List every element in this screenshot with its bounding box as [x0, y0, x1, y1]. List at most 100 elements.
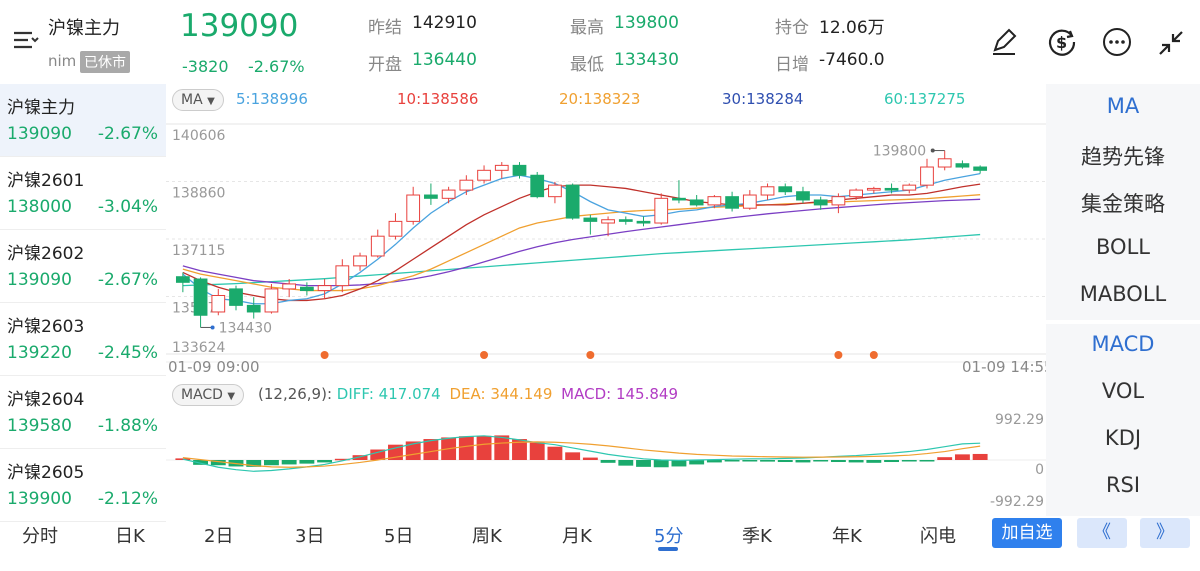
time-start: 01-09 09:00 [168, 358, 260, 376]
macd-bar [334, 458, 350, 461]
event-marker[interactable] [586, 351, 595, 359]
period-tab[interactable]: 5日 [384, 526, 414, 547]
candle [707, 195, 722, 209]
contract-name: 沪镍2604 [7, 390, 85, 410]
macd-bar [529, 442, 545, 460]
contract-price: 139580 [7, 416, 72, 436]
event-marker[interactable] [480, 351, 489, 359]
stat-value: 133430 [614, 50, 679, 70]
candle [246, 297, 261, 319]
macd-bar [210, 460, 226, 466]
macd-params: (12,26,9): [258, 385, 333, 403]
macd-bar [494, 435, 510, 460]
contract-item[interactable]: 沪镍2604 139580 -1.88% [0, 376, 166, 449]
candle [672, 180, 686, 204]
ma-value-label: 5:138996 [236, 90, 308, 108]
macd-bar [370, 449, 386, 460]
macd-bar [264, 460, 279, 466]
stat-label: 最低 [570, 55, 604, 75]
svg-text:$: $ [1056, 33, 1067, 52]
candle [548, 181, 562, 204]
candle [211, 288, 226, 316]
event-marker[interactable] [320, 351, 329, 359]
candle [725, 191, 739, 212]
event-marker[interactable] [869, 351, 878, 359]
contract-change: -2.12% [97, 489, 158, 509]
contract-price: 139220 [7, 343, 72, 363]
period-tab[interactable]: 3日 [295, 526, 325, 547]
indicator-item[interactable]: 趋势先锋 [1081, 145, 1165, 169]
macd-value: MACD: 145.849 [561, 385, 678, 403]
macd-bar [458, 436, 474, 460]
macd-bar [866, 460, 882, 463]
macd-bar [884, 460, 899, 463]
stat-label: 日增 [775, 55, 809, 75]
candle [335, 259, 350, 293]
contract-name: 沪镍2602 [7, 244, 85, 264]
macd-bar [423, 439, 439, 460]
period-tab[interactable]: 月K [562, 526, 592, 547]
ma-selector[interactable]: MA ▼ [172, 89, 224, 111]
macd-bar [901, 460, 917, 462]
macd-bar [919, 460, 935, 462]
more-icon[interactable] [1101, 26, 1133, 62]
contract-item[interactable]: 沪镍2601 138000 -3.04% [0, 157, 166, 230]
period-tab[interactable]: 5分 [654, 526, 684, 547]
currency-exchange-icon[interactable]: $ [1046, 26, 1078, 62]
indicator-item[interactable]: BOLL [1096, 235, 1150, 259]
macd-selector[interactable]: MACD ▼ [172, 384, 245, 406]
add-watchlist-button[interactable]: 加自选 [992, 518, 1062, 548]
indicator-item[interactable]: MA [1106, 94, 1140, 118]
pen-icon[interactable] [990, 27, 1020, 61]
indicator-item[interactable]: KDJ [1104, 426, 1142, 450]
price-axis-label: 138860 [172, 186, 225, 202]
candle [317, 279, 332, 299]
macd-bar [937, 457, 953, 460]
candle [796, 186, 810, 204]
macd-bar [706, 460, 722, 463]
macd-axis-label: 992.29 [995, 412, 1044, 428]
indicator-item[interactable]: MABOLL [1079, 282, 1167, 306]
macd-bar [653, 460, 669, 468]
macd-selector-label: MACD [181, 387, 223, 403]
collapse-icon[interactable] [1156, 28, 1186, 62]
event-marker[interactable] [834, 351, 843, 359]
indicator-item[interactable]: RSI [1105, 473, 1141, 497]
ma60-line [182, 233, 981, 287]
last-price: 139090 [180, 8, 299, 44]
period-tab[interactable]: 2日 [204, 526, 234, 547]
contract-item[interactable]: 沪镍2605 139900 -2.12% [0, 449, 166, 522]
period-tab[interactable]: 日K [115, 526, 145, 547]
candle [760, 183, 775, 200]
period-tab[interactable]: 闪电 [920, 526, 956, 547]
menu-icon[interactable] [12, 28, 40, 52]
prev-button[interactable]: 《 [1077, 518, 1127, 548]
candle [441, 186, 456, 204]
contract-item[interactable]: 沪镍2602 139090 -2.67% [0, 230, 166, 303]
candle [193, 277, 208, 328]
high-marker-dot [930, 148, 935, 153]
stat-value: 12.06万 [819, 18, 885, 38]
macd-chart[interactable]: 992.29 0 -992.29 [166, 410, 1046, 514]
period-tab[interactable]: 分时 [22, 526, 58, 547]
indicator-item[interactable]: MACD [1091, 332, 1155, 356]
indicator-item[interactable]: VOL [1101, 379, 1145, 403]
contract-change: -3.04% [97, 197, 158, 217]
period-tab[interactable]: 周K [472, 526, 502, 547]
candle [618, 216, 633, 225]
contract-item[interactable]: 沪镍2603 139220 -2.45% [0, 303, 166, 376]
indicator-item[interactable]: 集金策略 [1081, 192, 1165, 216]
period-tab[interactable]: 年K [832, 526, 862, 547]
macd-bar [777, 460, 793, 463]
macd-bar [689, 460, 705, 465]
contract-change: -2.67% [97, 270, 158, 290]
status-badge: 已休市 [80, 51, 130, 73]
contract-price: 138000 [7, 197, 72, 217]
contract-item[interactable]: 沪镍主力 139090 -2.67% [0, 84, 166, 157]
period-tab[interactable]: 季K [742, 526, 772, 547]
macd-axis-label: -992.29 [990, 494, 1044, 510]
diff-line [182, 435, 981, 472]
candlestick-chart[interactable]: 1406061388601371151353701336241398001344… [166, 112, 1046, 380]
panel-divider [1046, 320, 1200, 324]
next-button[interactable]: 》 [1140, 518, 1190, 548]
